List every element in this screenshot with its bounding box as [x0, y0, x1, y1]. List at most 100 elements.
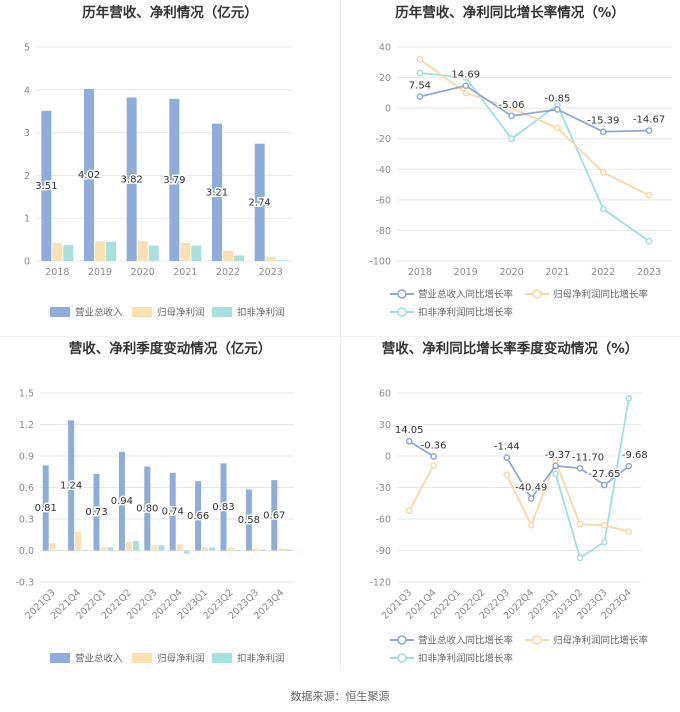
data-source-note: 数据来源：恒生聚源 — [290, 690, 390, 703]
series-point-0[interactable] — [527, 495, 535, 502]
legend-label[interactable]: 归母净利润 — [157, 653, 205, 665]
series-point-1[interactable] — [430, 462, 437, 469]
series-point-1[interactable] — [625, 528, 633, 535]
series-point-1[interactable] — [645, 191, 653, 199]
series-point-0[interactable] — [508, 112, 515, 120]
series-point-1[interactable] — [599, 168, 607, 176]
bar-1[interactable] — [252, 548, 259, 551]
series-point-2[interactable] — [552, 470, 559, 478]
bar-1[interactable] — [223, 250, 233, 261]
bar-2[interactable] — [82, 549, 89, 551]
legend-label[interactable]: 扣非净利润同比增长率 — [418, 653, 514, 665]
bar-1[interactable] — [137, 240, 148, 261]
bar-1[interactable] — [100, 547, 107, 551]
series-point-2[interactable] — [601, 538, 608, 546]
bar-1[interactable] — [265, 256, 276, 261]
series-point-1[interactable] — [416, 55, 424, 63]
series-point-1[interactable] — [576, 520, 584, 528]
bar-2[interactable] — [276, 260, 287, 261]
bar-1[interactable] — [180, 243, 191, 261]
series-point-1[interactable] — [601, 521, 608, 529]
series-point-2[interactable] — [645, 237, 653, 245]
bar-2[interactable] — [285, 549, 292, 551]
series-point-2[interactable] — [576, 554, 584, 562]
bar-0[interactable] — [169, 472, 176, 551]
bar-1[interactable] — [151, 545, 158, 551]
legend-label[interactable]: 扣非净利润 — [237, 653, 285, 665]
bar-1[interactable] — [176, 544, 183, 551]
bar-0[interactable] — [41, 110, 52, 261]
bar-0[interactable] — [126, 97, 137, 261]
series-point-0[interactable] — [552, 462, 559, 470]
series-point-0[interactable] — [599, 128, 607, 136]
bar-0[interactable] — [42, 465, 49, 551]
legend-label[interactable]: 归母净利润 — [157, 307, 205, 319]
bar-2[interactable] — [191, 245, 202, 261]
series-point-2[interactable] — [625, 394, 633, 402]
series-point-1[interactable] — [554, 124, 561, 132]
bar-1[interactable] — [75, 531, 82, 551]
legend-label[interactable]: 扣非净利润 — [237, 307, 285, 319]
legend-label[interactable]: 营业总收入 — [75, 307, 123, 319]
series-point-0[interactable] — [554, 106, 561, 113]
bar-2[interactable] — [183, 550, 190, 554]
bar-0[interactable] — [220, 463, 227, 551]
bar-1[interactable] — [52, 243, 63, 261]
series-point-2[interactable] — [508, 135, 515, 143]
series-point-0[interactable] — [416, 93, 424, 100]
legend-label[interactable]: 营业总收入 — [75, 653, 123, 665]
bar-0[interactable] — [144, 466, 151, 551]
series-point-0[interactable] — [405, 437, 413, 445]
bar-2[interactable] — [106, 241, 116, 261]
series-point-0[interactable] — [601, 481, 608, 489]
series-point-0[interactable] — [645, 127, 653, 134]
series-point-0[interactable] — [462, 82, 470, 90]
bar-2[interactable] — [107, 547, 114, 551]
series-point-2[interactable] — [416, 69, 424, 77]
bar-1[interactable] — [278, 548, 285, 551]
bar-2[interactable] — [234, 255, 244, 261]
series-point-2[interactable] — [599, 205, 607, 213]
bar-2[interactable] — [63, 245, 74, 261]
series-point-1[interactable] — [527, 521, 535, 529]
bar-2[interactable] — [234, 549, 241, 551]
series-point-0[interactable] — [430, 453, 437, 460]
legend-label[interactable]: 扣非净利润同比增长率 — [418, 307, 514, 319]
series-point-1[interactable] — [503, 471, 511, 479]
bar-2[interactable] — [158, 545, 165, 551]
x-tick-label: 2021 — [173, 267, 197, 278]
bar-0[interactable] — [68, 420, 75, 551]
bar-1[interactable] — [95, 241, 105, 261]
data-label: 3.51 — [35, 181, 57, 192]
bar-0[interactable] — [195, 481, 202, 551]
bar-1[interactable] — [125, 542, 132, 551]
legend-label[interactable]: 归母净利润同比增长率 — [553, 289, 649, 301]
series-point-2[interactable] — [462, 74, 470, 81]
bar-2[interactable] — [209, 547, 216, 551]
bar-0[interactable] — [271, 480, 278, 551]
series-point-1[interactable] — [462, 89, 470, 97]
bar-1[interactable] — [49, 543, 56, 551]
series-point-0[interactable] — [576, 464, 584, 472]
bar-0[interactable] — [212, 123, 222, 261]
bar-0[interactable] — [254, 143, 265, 261]
series-point-1[interactable] — [508, 104, 515, 112]
bar-1[interactable] — [202, 547, 209, 551]
bar-2[interactable] — [56, 549, 63, 551]
bar-0[interactable] — [93, 473, 100, 551]
series-point-0[interactable] — [503, 454, 511, 461]
bar-2[interactable] — [259, 549, 266, 551]
bar-2[interactable] — [148, 245, 159, 261]
legend-label[interactable]: 营业总收入同比增长率 — [418, 635, 514, 647]
bar-0[interactable] — [169, 98, 180, 262]
legend-label[interactable]: 归母净利润同比增长率 — [553, 635, 649, 647]
bar-0[interactable] — [118, 451, 125, 551]
series-point-1[interactable] — [405, 507, 413, 514]
bar-1[interactable] — [227, 547, 234, 551]
bar-0[interactable] — [245, 489, 252, 551]
bar-2[interactable] — [132, 541, 139, 551]
bar-0[interactable] — [84, 88, 94, 261]
y-tick-label: -120 — [369, 578, 391, 589]
legend-label[interactable]: 营业总收入同比增长率 — [418, 289, 514, 301]
series-point-0[interactable] — [625, 462, 633, 470]
